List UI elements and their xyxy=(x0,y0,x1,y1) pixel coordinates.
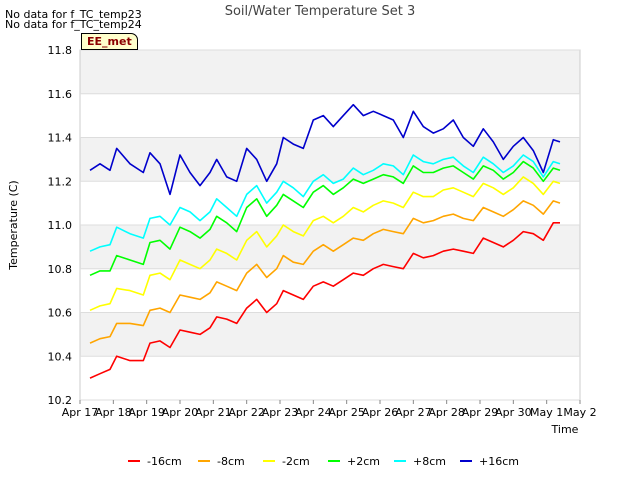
legend-label: -16cm xyxy=(147,455,182,468)
x-tick-label: May 1 xyxy=(530,406,563,419)
plot-band xyxy=(80,50,580,94)
series-line-minus2cm xyxy=(89,176,561,312)
series-line-plus8cm xyxy=(89,154,561,252)
y-tick-label: 11.0 xyxy=(48,219,73,232)
x-tick-label: Apr 29 xyxy=(462,406,499,419)
x-axis-label: Time xyxy=(551,423,579,436)
y-axis: 10.2 10.4 10.6 10.8 11.0 11.2 11.4 11.6 11.8 xyxy=(48,44,580,407)
no-data-note-1: No data for f_TC_temp23 xyxy=(5,8,142,21)
plot-band xyxy=(80,312,580,357)
x-tick-label: Apr 24 xyxy=(295,406,332,419)
legend-label: -8cm xyxy=(217,455,245,468)
x-tick-label: Apr 21 xyxy=(195,406,232,419)
x-tick-label: May 2 xyxy=(563,406,596,419)
x-tick-label: Apr 19 xyxy=(128,406,165,419)
legend-label: +8cm xyxy=(413,455,446,468)
chart-title: Soil/Water Temperature Set 3 xyxy=(225,4,416,19)
x-tick-label: Apr 30 xyxy=(495,406,532,419)
x-tick-label: Apr 17 xyxy=(62,406,99,419)
series-line-minus8cm xyxy=(89,200,561,344)
y-axis-label: Temperature (C) xyxy=(7,180,20,270)
series-line-plus2cm xyxy=(89,160,561,277)
legend-label: +2cm xyxy=(347,455,380,468)
legend-label: -2cm xyxy=(282,455,310,468)
y-tick-label: 11.8 xyxy=(48,44,73,57)
y-tick-label: 10.2 xyxy=(48,394,73,407)
x-tick-label: Apr 23 xyxy=(262,406,299,419)
series-line-plus16cm xyxy=(89,103,561,196)
plot-band xyxy=(80,93,580,138)
plot-band xyxy=(80,225,580,269)
x-tick-label: Apr 22 xyxy=(228,406,265,419)
x-tick-label: Apr 27 xyxy=(395,406,432,419)
x-tick-label: Apr 28 xyxy=(428,406,465,419)
y-tick-label: 10.8 xyxy=(48,263,73,276)
x-tick-label: Apr 25 xyxy=(328,406,365,419)
y-tick-label: 11.4 xyxy=(48,132,73,145)
legend: -16cm -8cm -2cm +2cm +8cm +16cm xyxy=(128,455,519,468)
no-data-note-2: No data for f_TC_temp24 xyxy=(5,18,142,31)
plot-background xyxy=(80,50,580,400)
ee-met-badge: EE_met xyxy=(81,33,138,50)
series-line-minus16cm xyxy=(89,222,560,379)
y-tick-label: 11.6 xyxy=(48,88,73,101)
y-tick-label: 10.6 xyxy=(48,307,73,320)
x-tick-label: Apr 18 xyxy=(95,406,132,419)
plot-band xyxy=(80,356,580,400)
legend-label: +16cm xyxy=(479,455,519,468)
series-lines xyxy=(89,103,561,379)
y-tick-label: 10.4 xyxy=(48,350,73,363)
y-tick-label: 11.2 xyxy=(48,175,73,188)
x-tick-label: Apr 20 xyxy=(162,406,199,419)
x-tick-label: Apr 26 xyxy=(362,406,399,419)
plot-band xyxy=(80,268,580,313)
plot-band xyxy=(80,181,580,225)
